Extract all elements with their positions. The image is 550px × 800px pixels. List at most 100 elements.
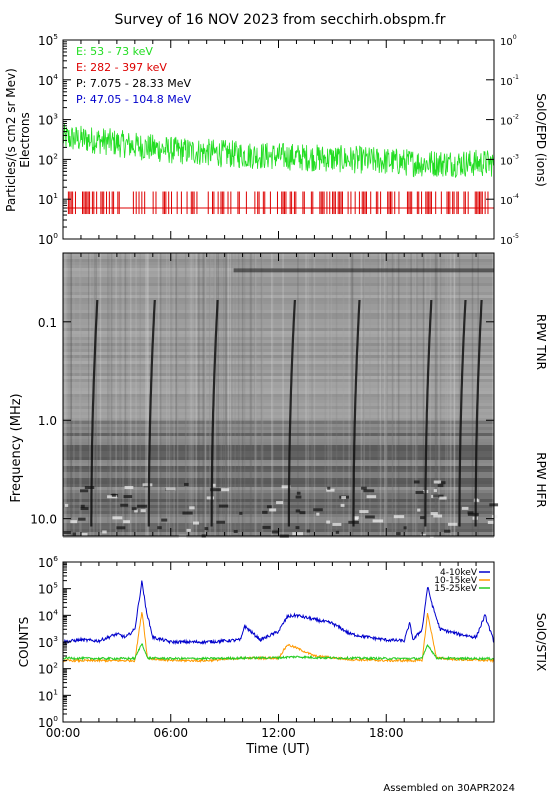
spectrogram-stripe: [176, 253, 179, 536]
spectrogram-stripe: [305, 253, 307, 536]
hfr-feature: [262, 510, 268, 514]
spectrogram-stripe: [109, 253, 111, 536]
spectrogram-band: [63, 469, 494, 472]
spectrogram-stripe: [351, 253, 354, 536]
spectrogram-stripe: [214, 253, 216, 536]
legend-entry: 10-15keV: [434, 576, 478, 586]
spectrogram-stripe: [394, 253, 397, 536]
hfr-feature: [64, 503, 69, 507]
spectrogram-band: [63, 520, 494, 523]
spectrogram-stripe: [255, 253, 258, 536]
spectrogram-band: [63, 355, 494, 358]
legend-entry: E: 53 - 73 keV: [76, 45, 153, 58]
radio-burst: [147, 299, 156, 527]
tick-label: 106: [38, 554, 58, 570]
radio-burst: [458, 299, 467, 527]
spectrogram-stripe: [363, 253, 365, 536]
spectrogram-stripe: [438, 253, 440, 536]
spectrogram-band: [63, 466, 494, 469]
spectrogram-stripe: [145, 253, 147, 536]
legend-entry: P: 7.075 - 28.33 MeV: [76, 77, 192, 90]
spectrogram-stripe: [93, 253, 96, 536]
spectrogram-stripe: [234, 253, 236, 536]
hfr-feature: [142, 483, 153, 487]
spectrogram-stripe: [64, 253, 66, 536]
spectrogram-stripe: [458, 253, 461, 536]
spectrogram-stripe: [115, 253, 117, 536]
spectrogram-band: [63, 370, 494, 373]
spectrogram-stripe: [227, 253, 230, 536]
spectrogram-band: [63, 376, 494, 379]
spectrogram-band: [63, 373, 494, 376]
spectrogram-band: [63, 445, 494, 448]
spectrogram-band: [63, 475, 494, 478]
spectrogram-stripe: [209, 253, 211, 536]
hfr-feature: [276, 501, 284, 505]
radio-burst: [90, 299, 99, 527]
x-tick-label: 00:00: [46, 726, 81, 740]
hfr-feature: [233, 529, 238, 533]
hfr-feature: [193, 521, 200, 525]
spectrogram-stripe: [165, 253, 168, 536]
spectrogram-stripe: [96, 253, 98, 536]
spectrogram-band: [63, 283, 494, 286]
hfr-feature: [111, 493, 116, 497]
spectrogram-stripe: [369, 253, 371, 536]
spectrogram-stripe: [429, 253, 432, 536]
spectrogram-stripe: [415, 253, 418, 536]
hfr-feature: [107, 495, 118, 499]
hfr-feature: [262, 525, 271, 529]
hfr-feature: [327, 486, 331, 490]
tnr-background: [63, 253, 494, 421]
tick-label: 105: [38, 32, 58, 48]
hfr-feature: [417, 508, 421, 512]
radio-burst: [352, 299, 361, 527]
spectrogram-stripe: [168, 253, 171, 536]
hfr-feature: [137, 504, 148, 508]
hfr-feature: [393, 515, 405, 519]
spectrogram-band: [63, 358, 494, 361]
spectrogram-band: [63, 286, 494, 289]
spectrogram-band: [63, 310, 494, 313]
spectrogram-stripe: [73, 253, 75, 536]
spectrogram-stripe: [439, 253, 442, 536]
spectrogram-stripe: [385, 253, 387, 536]
hfr-feature: [216, 520, 226, 524]
spectrogram-stripe: [342, 253, 345, 536]
hfr-feature: [415, 491, 424, 495]
stix-panel: 100 101 102 103 104 105 106 00:00 06:00 12:00 18:0…: [17, 554, 548, 757]
spectrogram-band: [63, 472, 494, 475]
tick-label: 100: [38, 714, 58, 730]
spectrogram-band: [63, 505, 494, 508]
radio-burst: [424, 299, 433, 527]
spectrogram-stripe: [70, 253, 72, 536]
tick-label: 104: [38, 72, 58, 88]
rpw-hfr-label: RPW HFR: [534, 452, 548, 508]
spectrogram-stripe: [220, 253, 222, 536]
spectrogram-stripe: [157, 253, 160, 536]
spectrogram-band: [63, 430, 494, 433]
hfr-feature: [266, 505, 272, 509]
spectrogram-band: [63, 400, 494, 403]
stix-series-line: [62, 643, 495, 662]
high-band-feature: [233, 268, 494, 273]
spectrogram-band: [63, 265, 494, 268]
spectrogram-band: [63, 418, 494, 421]
hfr-feature: [340, 503, 345, 507]
spectrogram-band: [63, 325, 494, 328]
spectrogram-band: [63, 514, 494, 517]
hfr-feature: [161, 518, 168, 522]
hfr-feature: [313, 508, 323, 512]
hfr-feature: [112, 516, 123, 520]
spectrogram-stripe: [445, 253, 447, 536]
hfr-feature: [296, 491, 301, 495]
hfr-feature: [430, 512, 438, 516]
spectrogram-stripe: [360, 253, 363, 536]
stix-axis-ticks: 100 101 102 103 104 105 106 00:00 06:00 12:00 18:0…: [38, 554, 495, 740]
tick-label: 1.0: [38, 414, 57, 428]
spectrogram-stripe: [384, 253, 386, 536]
rpw-y-axis-label: Frequency (MHz): [9, 393, 24, 502]
spectrogram-stripe: [204, 253, 207, 536]
spectrogram-stripe: [209, 253, 211, 536]
